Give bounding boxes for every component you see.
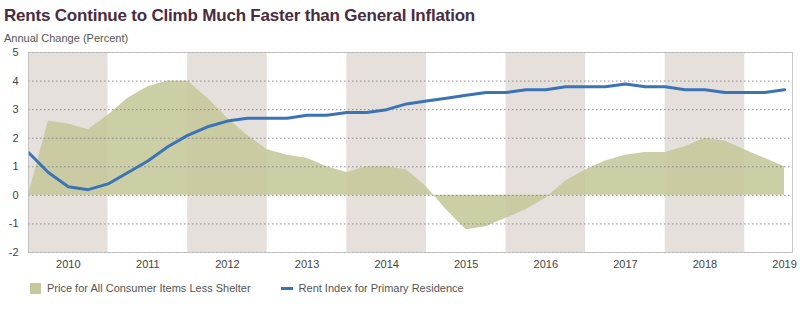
svg-text:0: 0 bbox=[12, 189, 18, 201]
svg-text:2: 2 bbox=[12, 132, 18, 144]
html-text:Annual Change (Percent): Annual Change (Percent) bbox=[4, 32, 129, 44]
svg-text:1: 1 bbox=[12, 160, 18, 172]
svg-text:2013: 2013 bbox=[295, 258, 319, 270]
svg-text:2014: 2014 bbox=[374, 258, 398, 270]
svg-text:-1: -1 bbox=[9, 217, 19, 229]
html-text:Rent Index for Primary Residen: Rent Index for Primary Residence bbox=[298, 282, 464, 294]
svg-text:2016: 2016 bbox=[534, 258, 558, 270]
svg-text:-2: -2 bbox=[9, 246, 19, 258]
html-text:Rents Continue to Climb Much F: Rents Continue to Climb Much Faster than… bbox=[4, 6, 475, 25]
svg-text:2012: 2012 bbox=[215, 258, 239, 270]
svg-text:2011: 2011 bbox=[136, 258, 160, 270]
svg-text:2019: 2019 bbox=[772, 258, 796, 270]
html-text:Price for All Consumer Items L: Price for All Consumer Items Less Shelte… bbox=[47, 282, 251, 294]
svg-text:2018: 2018 bbox=[693, 258, 717, 270]
svg-text:2017: 2017 bbox=[613, 258, 637, 270]
svg-text:2015: 2015 bbox=[454, 258, 478, 270]
svg-text:5: 5 bbox=[12, 46, 18, 58]
svg-text:4: 4 bbox=[12, 75, 18, 87]
svg-text:3: 3 bbox=[12, 103, 18, 115]
svg-text:2010: 2010 bbox=[56, 258, 80, 270]
